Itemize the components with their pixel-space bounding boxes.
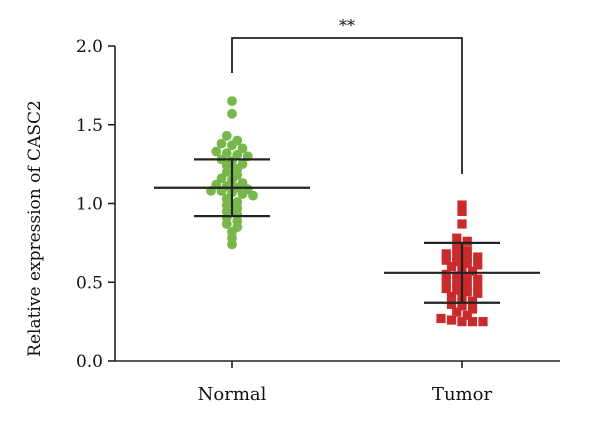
y-tick-label: 0.0 bbox=[76, 352, 103, 372]
tumor-point bbox=[473, 288, 483, 298]
normal-point bbox=[216, 138, 227, 149]
tumor-point bbox=[441, 277, 451, 287]
tumor-point bbox=[473, 260, 483, 270]
tumor-point bbox=[441, 269, 451, 279]
significance-label: ** bbox=[339, 16, 355, 35]
tumor-point bbox=[473, 274, 483, 284]
normal-point bbox=[221, 130, 232, 141]
normal-point bbox=[237, 189, 248, 199]
tumor-point bbox=[462, 280, 472, 290]
tumor-point bbox=[462, 310, 472, 320]
tumor-point bbox=[446, 299, 457, 309]
x-category-label: Tumor bbox=[432, 384, 493, 405]
tumor-point bbox=[457, 301, 467, 311]
tumor-point bbox=[457, 317, 467, 327]
y-axis-title: Relative expression of CASC2 bbox=[25, 100, 45, 357]
x-category-label: Normal bbox=[198, 384, 267, 405]
tumor-point bbox=[457, 219, 467, 229]
tumor-point bbox=[462, 236, 472, 246]
tumor-point bbox=[462, 246, 472, 256]
tumor-point bbox=[446, 291, 457, 302]
y-tick-label: 1.5 bbox=[76, 116, 103, 136]
normal-point bbox=[248, 190, 258, 201]
tumor-point bbox=[441, 255, 451, 265]
annotations: ** bbox=[231, 16, 463, 174]
tumor-point bbox=[457, 206, 467, 216]
y-tick-label: 0.5 bbox=[76, 273, 103, 293]
tumor-point bbox=[473, 282, 483, 292]
tumor-point bbox=[441, 283, 451, 294]
tumor-point bbox=[452, 285, 462, 295]
tumor-point bbox=[457, 200, 467, 210]
tumor-point bbox=[478, 317, 488, 327]
tumor-point bbox=[467, 296, 478, 306]
tumor-point bbox=[452, 271, 462, 281]
tumor-point bbox=[467, 304, 478, 314]
tumor-point bbox=[473, 252, 483, 262]
tumor-point bbox=[452, 257, 462, 267]
tumor-point bbox=[452, 243, 462, 253]
normal-point bbox=[227, 108, 237, 119]
normal-point bbox=[221, 219, 232, 229]
tumor-point bbox=[462, 252, 472, 262]
tumor-point bbox=[452, 250, 462, 261]
tumor-point bbox=[452, 233, 462, 243]
normal-point bbox=[227, 140, 237, 151]
summary-bars bbox=[154, 158, 540, 304]
axes: 0.0 0.5 1.0 1.5 2.0 Normal Tumor Relative expre… bbox=[25, 37, 560, 405]
tumor-point bbox=[452, 279, 462, 289]
significance-bracket bbox=[231, 37, 463, 174]
y-tick-label: 2.0 bbox=[76, 37, 103, 57]
tumor-point bbox=[446, 261, 457, 272]
tumor-point bbox=[462, 272, 472, 283]
tumor-point bbox=[441, 249, 451, 259]
tumor-point bbox=[467, 317, 478, 327]
data-points bbox=[206, 96, 488, 327]
tumor-point bbox=[446, 315, 457, 325]
tumor-point bbox=[462, 258, 472, 268]
tumor-point bbox=[436, 313, 446, 324]
tumor-point bbox=[467, 266, 478, 276]
normal-point bbox=[211, 146, 222, 157]
normal-point bbox=[227, 239, 237, 250]
tumor-point bbox=[452, 307, 462, 317]
y-tick-label: 1.0 bbox=[76, 195, 103, 215]
tumor-point bbox=[462, 287, 472, 297]
normal-point bbox=[227, 96, 237, 107]
